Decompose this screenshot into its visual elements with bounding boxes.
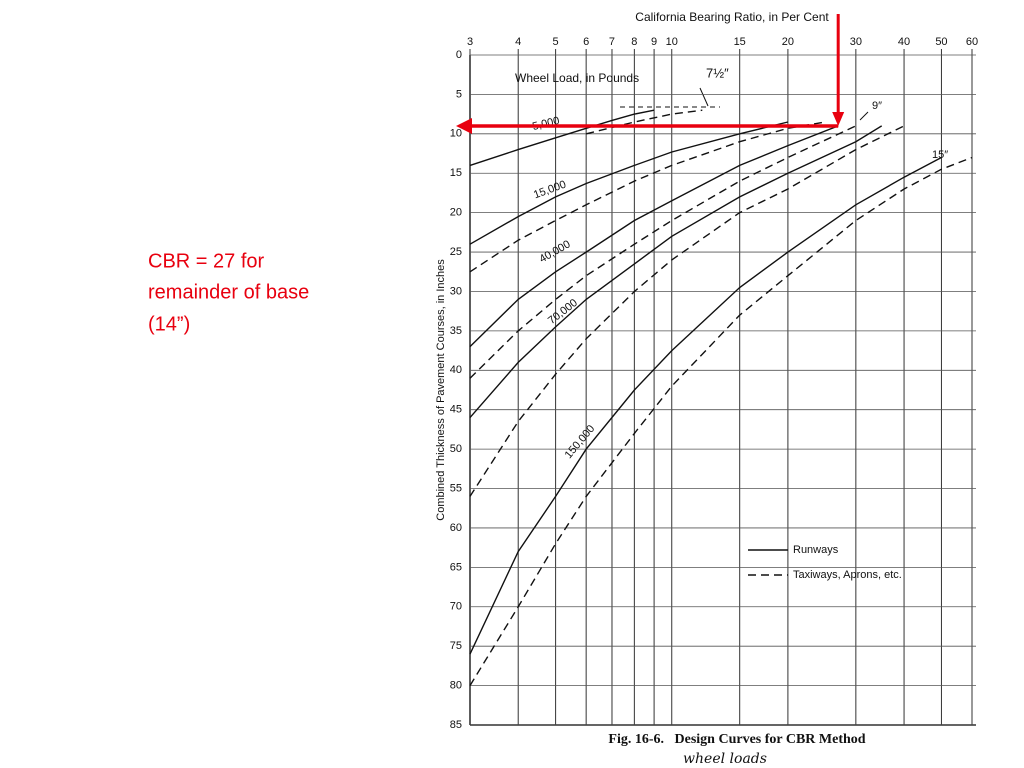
y-tick-label: 55 (450, 482, 462, 494)
curve-label: 70,000 (546, 297, 580, 327)
note-line: CBR = 27 for (148, 250, 265, 272)
y-axis-title: Combined Thickness of Pavement Courses, … (435, 259, 447, 521)
annotation: 7½″ (706, 65, 729, 80)
note-line: remainder of base (148, 281, 309, 303)
y-tick-label: 0 (456, 49, 462, 61)
guide-arrowhead (832, 111, 845, 126)
leader (859, 111, 869, 121)
y-tick-label: 20 (450, 207, 462, 219)
leader (699, 87, 709, 107)
x-tick-label: 60 (966, 36, 978, 48)
x-tick-label: 3 (467, 36, 473, 48)
curve (469, 125, 839, 348)
curve-label: 5,000 (531, 115, 561, 133)
x-tick-label: 6 (583, 36, 589, 48)
y-tick-label: 5 (456, 88, 462, 100)
y-tick-label: 70 (450, 601, 462, 613)
x-tick-label: 4 (515, 36, 521, 48)
y-tick-label: 25 (450, 246, 462, 258)
y-tick-label: 50 (450, 443, 462, 455)
y-tick-label: 40 (450, 364, 462, 376)
y-tick-label: 65 (450, 561, 462, 573)
x-tick-label: 15 (734, 36, 746, 48)
curve-label: 15,000 (532, 179, 568, 202)
annotation: Wheel Load, in Pounds (515, 71, 639, 85)
x-axis-title: California Bearing Ratio, in Per Cent (635, 10, 829, 24)
annotation: 15″ (932, 149, 948, 161)
x-tick-label: 10 (666, 36, 678, 48)
x-tick-label: 30 (850, 36, 862, 48)
y-tick-label: 30 (450, 285, 462, 297)
y-tick-label: 85 (450, 719, 462, 731)
guide-arrowhead (456, 117, 472, 134)
curve (586, 109, 703, 135)
curve (469, 125, 905, 497)
x-tick-label: 50 (935, 36, 947, 48)
x-tick-label: 40 (898, 36, 910, 48)
x-tick-label: 8 (631, 36, 637, 48)
legend-label: Taxiways, Aprons, etc. (793, 569, 902, 581)
y-tick-label: 60 (450, 522, 462, 534)
y-tick-label: 75 (450, 640, 462, 652)
annotation: 9″ (872, 100, 882, 112)
curve (469, 121, 826, 273)
curve (469, 125, 883, 419)
curve (469, 156, 973, 686)
y-tick-label: 35 (450, 325, 462, 337)
curve (469, 156, 942, 655)
legend-label: Runways (793, 544, 839, 556)
legend-box (744, 538, 916, 588)
handwritten-note: wheel loads (683, 751, 767, 767)
y-tick-label: 15 (450, 167, 462, 179)
curve (469, 125, 857, 379)
y-tick-label: 45 (450, 404, 462, 416)
y-tick-label: 80 (450, 679, 462, 691)
x-tick-label: 9 (651, 36, 657, 48)
x-tick-label: 20 (782, 36, 794, 48)
x-tick-label: 7 (609, 36, 615, 48)
x-tick-label: 5 (553, 36, 559, 48)
caption: Fig. 16-6. Design Curves for CBR Method (608, 732, 865, 747)
note-line: (14”) (148, 313, 190, 335)
curve (469, 121, 789, 245)
curve (469, 109, 655, 167)
y-tick-label: 10 (450, 128, 462, 140)
